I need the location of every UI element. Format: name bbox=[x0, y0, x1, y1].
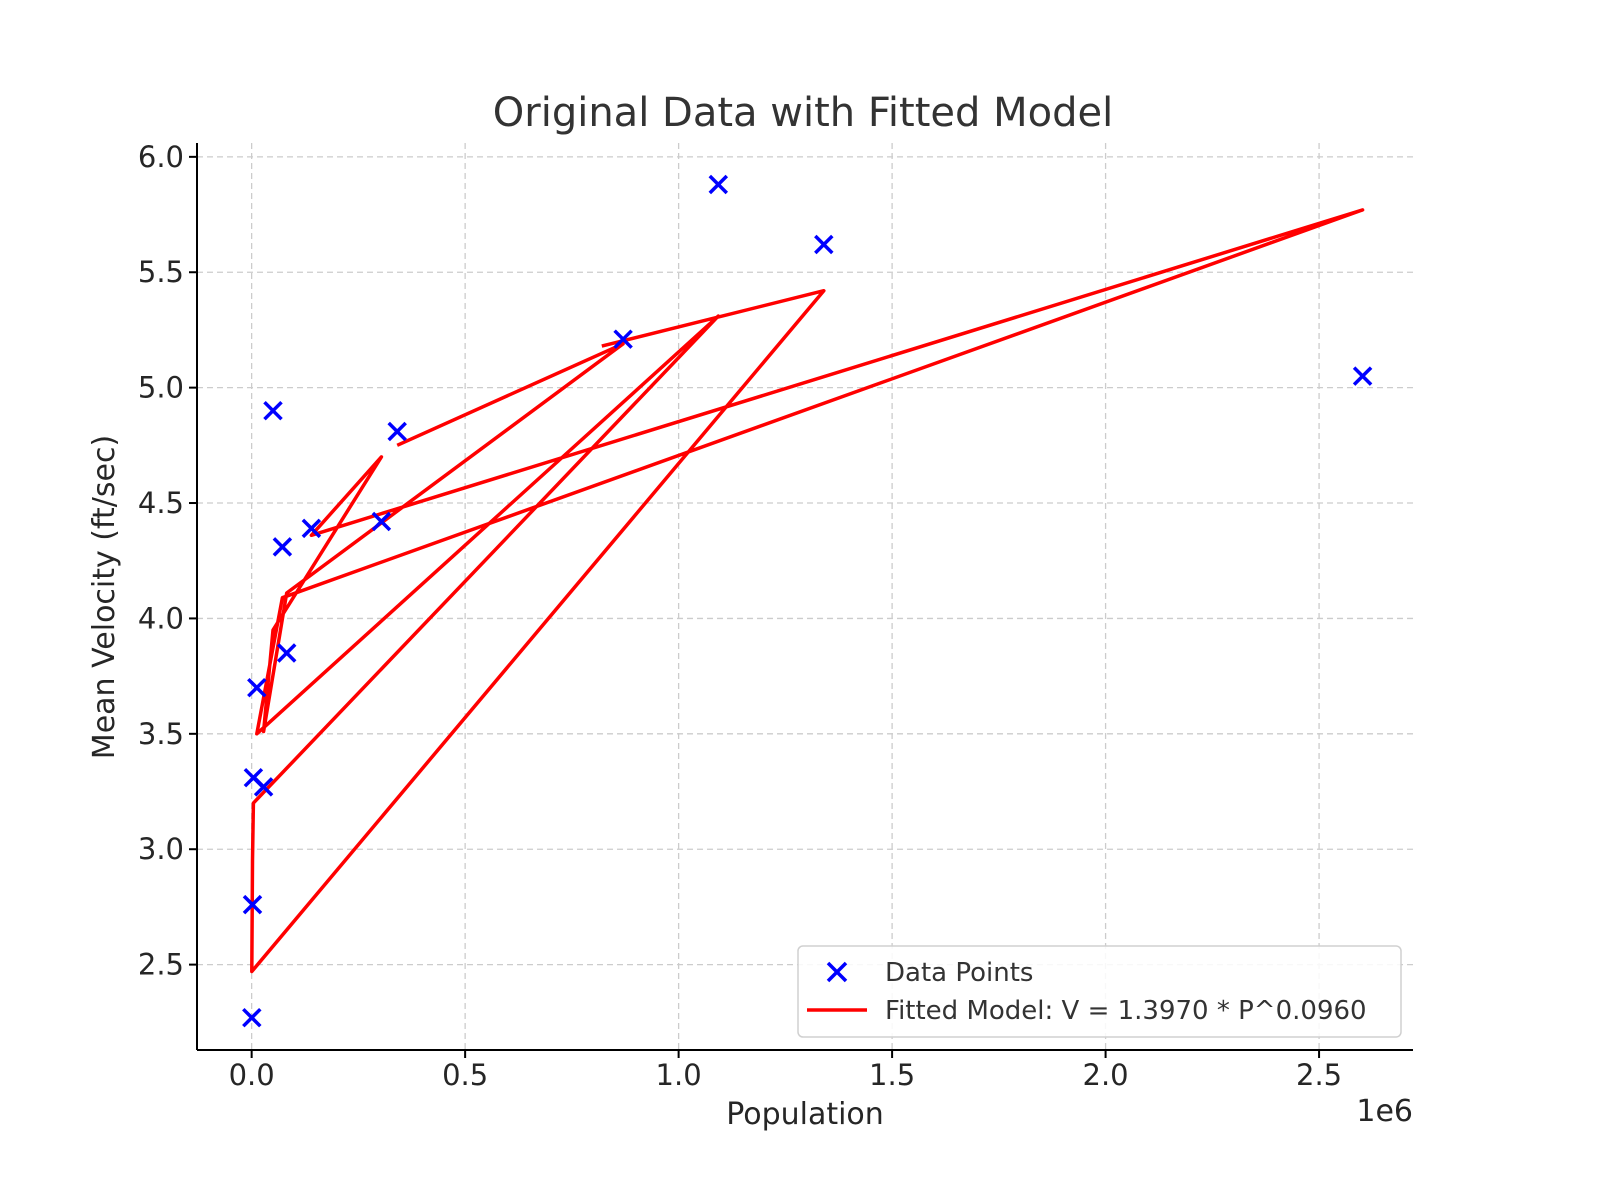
x-tick-label: 1.5 bbox=[869, 1058, 915, 1092]
y-tick-label: 4.5 bbox=[138, 486, 184, 520]
data-point bbox=[613, 329, 633, 349]
data-point bbox=[814, 234, 834, 255]
y-tick-label: 5.0 bbox=[138, 371, 184, 405]
chart-title: Original Data with Fitted Model bbox=[493, 90, 1113, 136]
y-axis-label: Mean Velocity (ft/sec) bbox=[87, 435, 122, 759]
x-tick-label: 0.0 bbox=[229, 1058, 275, 1092]
y-tick-label: 5.5 bbox=[138, 255, 184, 289]
x-ticks: 0.0 0.5 1.0 1.5 2.0 2.5 bbox=[229, 1050, 1342, 1092]
data-points-layer bbox=[242, 174, 1373, 1028]
data-point bbox=[276, 643, 297, 663]
grid bbox=[197, 143, 1413, 1050]
x-tick-label: 0.5 bbox=[442, 1058, 488, 1092]
legend-label-fitted-model: Fitted Model: V = 1.3970 * P^0.0960 bbox=[885, 996, 1367, 1026]
x-tick-label: 1.0 bbox=[656, 1058, 702, 1092]
y-ticks: 2.5 3.0 3.5 4.0 4.5 5.0 5.5 6.0 bbox=[138, 140, 197, 982]
y-tick-label: 3.5 bbox=[138, 717, 184, 751]
y-tick-label: 4.0 bbox=[138, 601, 184, 635]
legend-box bbox=[797, 945, 1402, 1038]
y-tick-label: 2.5 bbox=[138, 948, 184, 982]
data-point bbox=[253, 777, 274, 797]
y-tick-label: 3.0 bbox=[138, 832, 184, 866]
x-tick-label: 2.0 bbox=[1083, 1058, 1129, 1092]
data-point bbox=[242, 1007, 262, 1028]
data-point bbox=[387, 421, 407, 442]
y-tick-label: 6.0 bbox=[138, 140, 184, 174]
data-point bbox=[301, 518, 322, 539]
legend-label-data-points: Data Points bbox=[885, 958, 1033, 988]
x-axis-label: Population bbox=[726, 1097, 884, 1132]
data-point bbox=[247, 677, 267, 698]
legend: Data Points Fitted Model: V = 1.3970 * P… bbox=[797, 945, 1402, 1038]
x-tick-label: 2.5 bbox=[1296, 1058, 1342, 1092]
data-point bbox=[263, 400, 283, 421]
legend-marker-data-points bbox=[826, 961, 848, 983]
data-point bbox=[242, 894, 263, 915]
data-point bbox=[708, 174, 729, 195]
x-offset-label: 1e6 bbox=[1356, 1094, 1413, 1129]
fitted-model-line bbox=[250, 208, 1365, 974]
fitted-model-layer bbox=[250, 208, 1365, 974]
data-point bbox=[371, 511, 392, 532]
data-point bbox=[1352, 366, 1373, 386]
data-point bbox=[272, 537, 293, 557]
